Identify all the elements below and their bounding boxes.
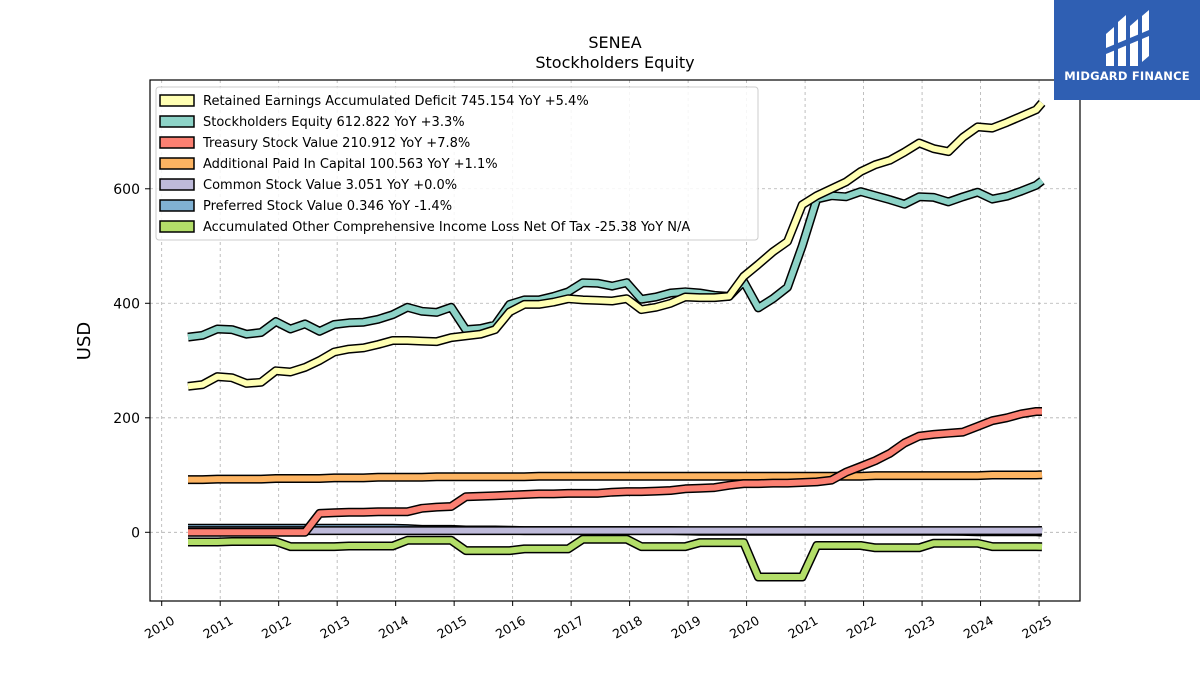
brand-logo: MIDGARD FINANCE xyxy=(1054,0,1200,100)
legend-swatch xyxy=(159,220,195,233)
legend-label: Treasury Stock Value 210.912 YoY +7.8% xyxy=(202,136,470,151)
chart-title: SENEA xyxy=(588,33,641,52)
legend-label: Additional Paid In Capital 100.563 YoY +… xyxy=(203,157,498,172)
y-axis-label: USD xyxy=(74,322,95,360)
legend-swatch xyxy=(159,157,195,170)
legend-box xyxy=(155,86,759,241)
x-tick-label: 2024 xyxy=(961,613,996,642)
legend-swatch xyxy=(159,178,195,191)
legend-swatch xyxy=(159,115,195,128)
legend-label: Accumulated Other Comprehensive Income L… xyxy=(203,220,690,235)
legend-swatch xyxy=(159,94,195,107)
series-1-group xyxy=(187,177,1045,342)
y-tick-label: 400 xyxy=(113,296,140,312)
series-line xyxy=(188,536,1043,580)
y-tick-label: 600 xyxy=(113,182,140,198)
legend-label: Stockholders Equity 612.822 YoY +3.3% xyxy=(203,115,465,130)
x-tick-label: 2013 xyxy=(317,613,352,642)
x-tick-label: 2025 xyxy=(1019,613,1054,642)
series-6-group xyxy=(188,534,1043,582)
x-tick-label: 2010 xyxy=(142,613,177,642)
series-3-group xyxy=(188,470,1043,485)
series-line xyxy=(188,471,1043,483)
x-tick-label: 2012 xyxy=(259,613,294,642)
series-2-group xyxy=(188,407,1042,537)
series-line xyxy=(187,178,1044,341)
brand-name: MIDGARD FINANCE xyxy=(1064,69,1190,83)
plot-frame xyxy=(149,79,1081,602)
x-tick-label: 2020 xyxy=(727,613,762,642)
legend-label: Common Stock Value 3.051 YoY +0.0% xyxy=(203,178,457,193)
x-tick-label: 2019 xyxy=(668,613,703,642)
series-line xyxy=(188,408,1042,536)
y-tick-label: 200 xyxy=(113,411,140,427)
x-tick-label: 2021 xyxy=(785,613,820,642)
y-tick-label: 0 xyxy=(131,525,140,541)
brand-logo-icon xyxy=(1106,10,1149,66)
legend-swatch xyxy=(159,199,195,212)
series-0-group xyxy=(187,99,1046,391)
legend-swatch xyxy=(159,136,195,149)
x-tick-label: 2022 xyxy=(844,613,879,642)
series-line xyxy=(187,100,1045,390)
legend-label: Preferred Stock Value 0.346 YoY -1.4% xyxy=(203,199,452,214)
chart-subtitle: Stockholders Equity xyxy=(535,53,694,72)
x-tick-label: 2016 xyxy=(493,613,528,642)
legend: Retained Earnings Accumulated Deficit 74… xyxy=(155,86,759,241)
legend-label: Retained Earnings Accumulated Deficit 74… xyxy=(203,94,589,109)
x-tick-label: 2014 xyxy=(376,613,411,642)
x-tick-label: 2011 xyxy=(200,613,235,642)
x-tick-label: 2018 xyxy=(610,613,645,642)
x-tick-label: 2023 xyxy=(902,613,937,642)
x-tick-label: 2015 xyxy=(434,613,469,642)
x-tick-label: 2017 xyxy=(551,613,586,642)
